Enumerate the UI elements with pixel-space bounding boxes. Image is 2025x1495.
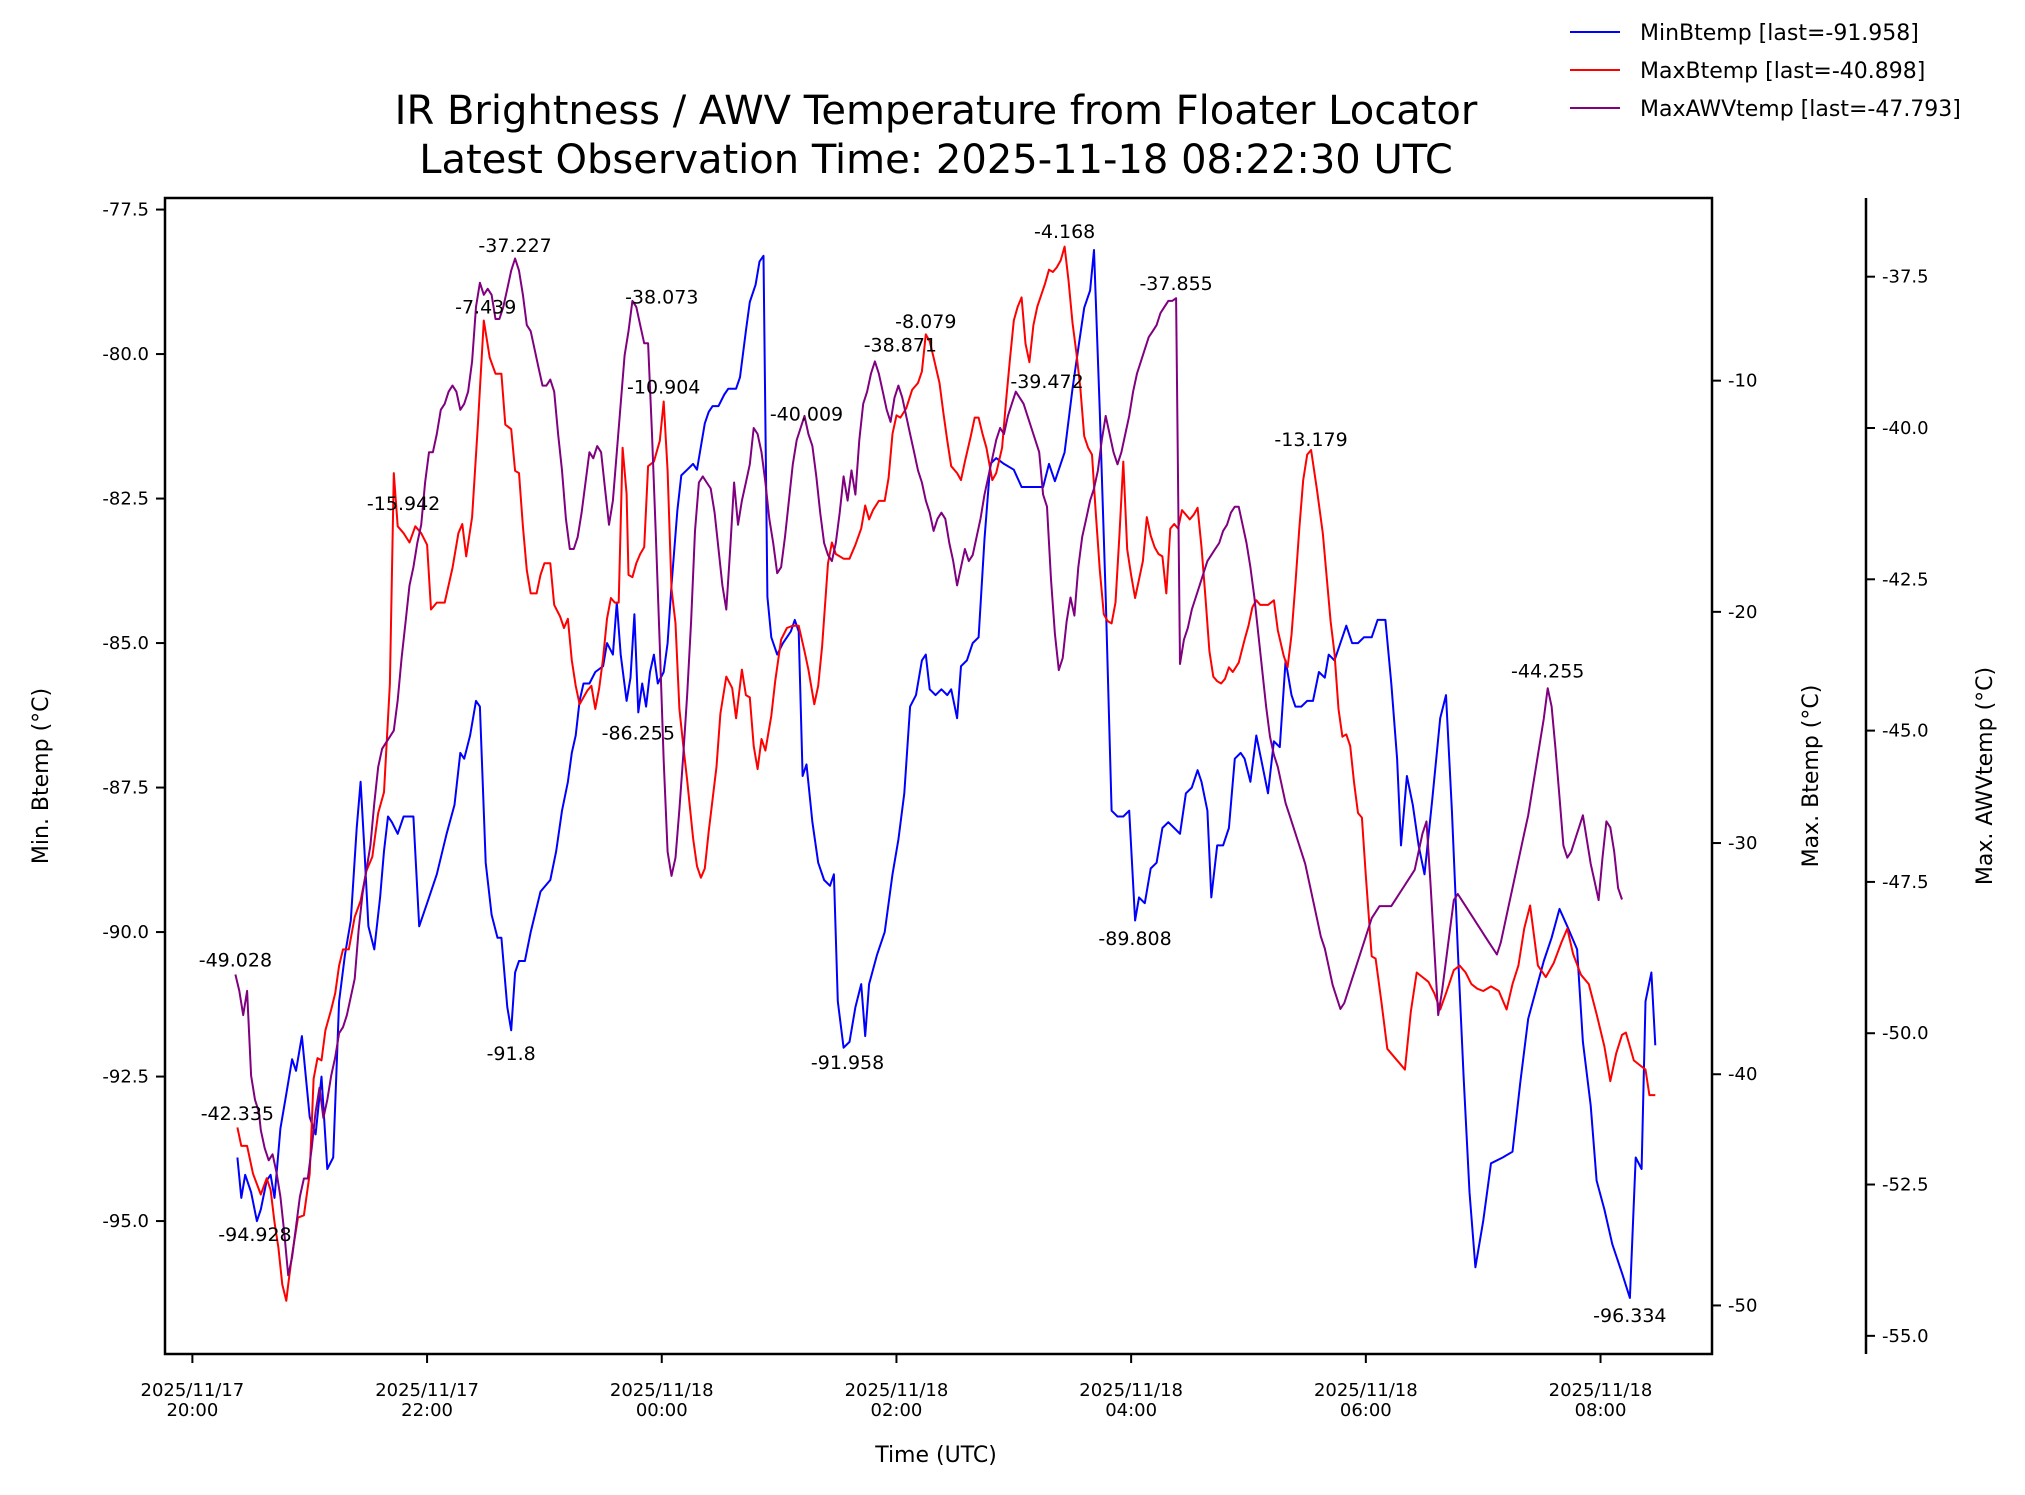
awv-tick-label: -40.0 <box>1882 418 1929 439</box>
series-line-minbtemp <box>236 249 1657 1299</box>
min-tick-label: -80.0 <box>102 344 149 365</box>
awv-tick-label: -50.0 <box>1882 1023 1929 1044</box>
x-tick-label-date: 2025/11/17 <box>141 1380 245 1401</box>
x-axis-ticks: 2025/11/1720:002025/11/1722:002025/11/18… <box>141 1354 1653 1421</box>
max-tick-label: -10 <box>1728 371 1757 392</box>
annotation-label: -91.958 <box>811 1052 884 1074</box>
annotation-label: -96.334 <box>1593 1305 1666 1327</box>
annotation-label: -91.8 <box>487 1043 536 1065</box>
awv-tick-label: -52.5 <box>1882 1175 1929 1196</box>
legend-label-minbtemp: MinBtemp [last=-91.958] <box>1640 21 1919 46</box>
awv-axis-label: Max. AWVtemp (°C) <box>1973 667 1998 885</box>
awv-tick-label: -37.5 <box>1882 267 1929 288</box>
awv-tick-label: -45.0 <box>1882 721 1929 742</box>
annotation-label: -86.255 <box>602 723 675 745</box>
min-axis-label: Min. Btemp (°C) <box>29 688 54 864</box>
legend: MinBtemp [last=-91.958] MaxBtemp [last=-… <box>1570 21 1961 122</box>
min-tick-label: -77.5 <box>102 200 149 221</box>
x-tick-label-date: 2025/11/18 <box>1549 1380 1653 1401</box>
min-tick-label: -85.0 <box>102 633 149 654</box>
annotation-label: -44.255 <box>1511 661 1584 683</box>
x-tick-label-time: 04:00 <box>1105 1400 1157 1421</box>
max-tick-label: -30 <box>1728 833 1757 854</box>
max-axis-ticks: -10 -20 -30 -40 -50 <box>1712 371 1757 1316</box>
annotation-label: -15.942 <box>367 493 440 515</box>
series-line-maxawvtemp <box>234 257 1623 1277</box>
legend-label-maxawvtemp: MaxAWVtemp [last=-47.793] <box>1640 97 1961 122</box>
annotation-label: -89.808 <box>1098 928 1171 950</box>
x-tick-label-date: 2025/11/18 <box>845 1380 949 1401</box>
series-lines <box>234 245 1657 1302</box>
annotation-label: -49.028 <box>199 949 272 971</box>
annotation-label: -38.073 <box>625 286 698 308</box>
awv-tick-label: -42.5 <box>1882 569 1929 590</box>
annotation-label: -42.335 <box>201 1103 274 1125</box>
min-tick-label: -82.5 <box>102 489 149 510</box>
chart-title-line1: IR Brightness / AWV Temperature from Flo… <box>395 88 1478 134</box>
awv-axis-ticks: -37.5 -40.0 -42.5 -45.0 -47.5 -50.0 -52.5 -55.0 <box>1866 267 1929 1347</box>
x-tick-label-date: 2025/11/18 <box>1079 1380 1183 1401</box>
min-axis-ticks: -77.5 -80.0 -82.5 -85.0 -87.5 -90.0 -92.5 -95.0 <box>102 200 165 1232</box>
x-tick-label-date: 2025/11/18 <box>1314 1380 1418 1401</box>
max-tick-label: -50 <box>1728 1295 1757 1316</box>
x-tick-label-time: 06:00 <box>1340 1400 1392 1421</box>
annotation-label: -38.871 <box>864 335 937 357</box>
awv-tick-label: -55.0 <box>1882 1326 1929 1347</box>
annotation-label: -37.227 <box>478 235 551 257</box>
x-tick-label-date: 2025/11/18 <box>610 1380 714 1401</box>
x-tick-label-time: 22:00 <box>401 1400 453 1421</box>
legend-label-maxbtemp: MaxBtemp [last=-40.898] <box>1640 59 1925 84</box>
max-tick-label: -40 <box>1728 1064 1757 1085</box>
x-tick-label-time: 02:00 <box>871 1400 923 1421</box>
chart-title-line2: Latest Observation Time: 2025-11-18 08:2… <box>419 137 1453 183</box>
x-tick-label-time: 00:00 <box>636 1400 688 1421</box>
annotation-label: -37.855 <box>1139 273 1212 295</box>
annotation-label: -94.928 <box>218 1224 291 1246</box>
max-tick-label: -20 <box>1728 602 1757 623</box>
min-tick-label: -90.0 <box>102 922 149 943</box>
plot-frame <box>163 196 1714 1356</box>
x-tick-label-date: 2025/11/17 <box>375 1380 479 1401</box>
data-annotations: -49.028 -42.335 -94.928 -15.942 -7.439 -37.22… <box>199 221 1667 1327</box>
x-tick-label-time: 08:00 <box>1575 1400 1627 1421</box>
min-tick-label: -87.5 <box>102 778 149 799</box>
x-tick-label-time: 20:00 <box>166 1400 218 1421</box>
annotation-label: -39.472 <box>1010 371 1083 393</box>
annotation-label: -40.009 <box>770 404 843 426</box>
annotation-label: -13.179 <box>1274 429 1347 451</box>
annotation-label: -8.079 <box>895 311 956 333</box>
annotation-label: -7.439 <box>455 296 516 318</box>
awv-tick-label: -47.5 <box>1882 872 1929 893</box>
min-tick-label: -92.5 <box>102 1067 149 1088</box>
max-axis-label: Max. Btemp (°C) <box>1799 685 1824 868</box>
series-line-maxbtemp <box>236 245 1656 1302</box>
annotation-label: -10.904 <box>627 377 700 399</box>
x-axis-label: Time (UTC) <box>874 1443 997 1468</box>
annotation-label: -4.168 <box>1034 221 1095 243</box>
min-tick-label: -95.0 <box>102 1211 149 1232</box>
